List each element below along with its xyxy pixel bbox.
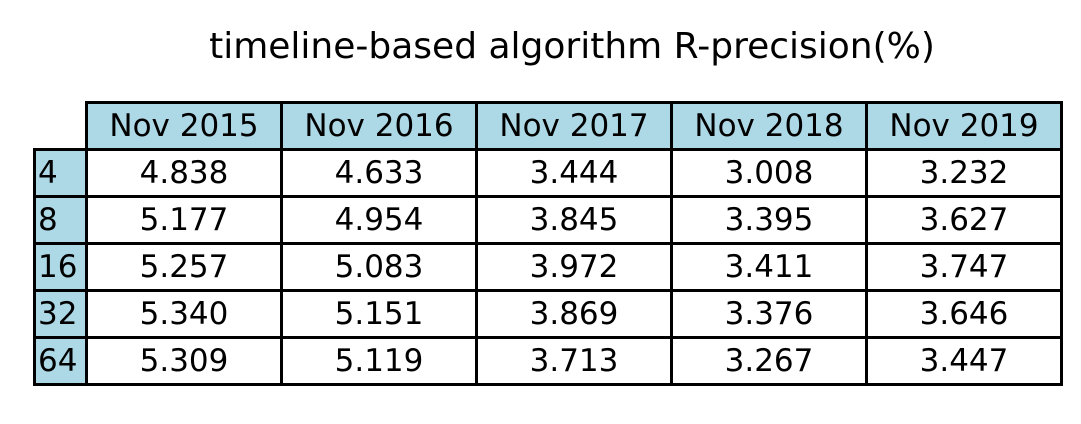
table-cell: 5.151	[280, 289, 478, 339]
table-cell: 3.444	[475, 148, 673, 198]
table-cell: 3.627	[865, 195, 1063, 245]
corner-cell	[35, 103, 87, 150]
table-row: 32 5.340 5.151 3.869 3.376 3.646	[33, 289, 1063, 339]
table-cell: 3.646	[865, 289, 1063, 339]
table-cell: 5.083	[280, 242, 478, 292]
table-cell: 3.869	[475, 289, 673, 339]
table-cell: 4.954	[280, 195, 478, 245]
table-cell: 3.232	[865, 148, 1063, 198]
table-cell: 3.845	[475, 195, 673, 245]
row-header: 32	[33, 289, 88, 339]
row-header: 16	[33, 242, 88, 292]
table-cell: 3.008	[670, 148, 868, 198]
column-header: Nov 2016	[280, 101, 478, 151]
header-row: Nov 2015 Nov 2016 Nov 2017 Nov 2018 Nov 2019	[35, 101, 1063, 151]
column-header: Nov 2019	[865, 101, 1063, 151]
table-cell: 5.257	[85, 242, 283, 292]
table-cell: 3.267	[670, 336, 868, 386]
table-cell: 5.340	[85, 289, 283, 339]
table-row: 4 4.838 4.633 3.444 3.008 3.232	[33, 148, 1063, 198]
row-header: 8	[33, 195, 88, 245]
table-cell: 3.395	[670, 195, 868, 245]
table-cell: 3.376	[670, 289, 868, 339]
table-cell: 4.838	[85, 148, 283, 198]
table-row: 8 5.177 4.954 3.845 3.395 3.627	[33, 195, 1063, 245]
column-header: Nov 2017	[475, 101, 673, 151]
table-cell: 3.972	[475, 242, 673, 292]
column-header: Nov 2015	[85, 101, 283, 151]
table-cell: 3.447	[865, 336, 1063, 386]
table-cell: 5.309	[85, 336, 283, 386]
row-header: 4	[33, 148, 88, 198]
row-header: 64	[33, 336, 88, 386]
table-cell: 4.633	[280, 148, 478, 198]
table-row: 64 5.309 5.119 3.713 3.267 3.447	[33, 336, 1063, 386]
table-cell: 3.713	[475, 336, 673, 386]
table-cell: 5.177	[85, 195, 283, 245]
results-table: Nov 2015 Nov 2016 Nov 2017 Nov 2018 Nov 2019…	[33, 101, 1063, 386]
table-cell: 5.119	[280, 336, 478, 386]
table-body: 4 4.838 4.633 3.444 3.008 3.232 8 5.177 4.954 3.8…	[33, 148, 1063, 386]
column-header: Nov 2018	[670, 101, 868, 151]
table-row: 16 5.257 5.083 3.972 3.411 3.747	[33, 242, 1063, 292]
chart-title: timeline-based algorithm R-precision(%)	[209, 26, 935, 67]
table-cell: 3.747	[865, 242, 1063, 292]
table-cell: 3.411	[670, 242, 868, 292]
results-table-container: Nov 2015 Nov 2016 Nov 2017 Nov 2018 Nov 2019…	[33, 101, 1063, 386]
